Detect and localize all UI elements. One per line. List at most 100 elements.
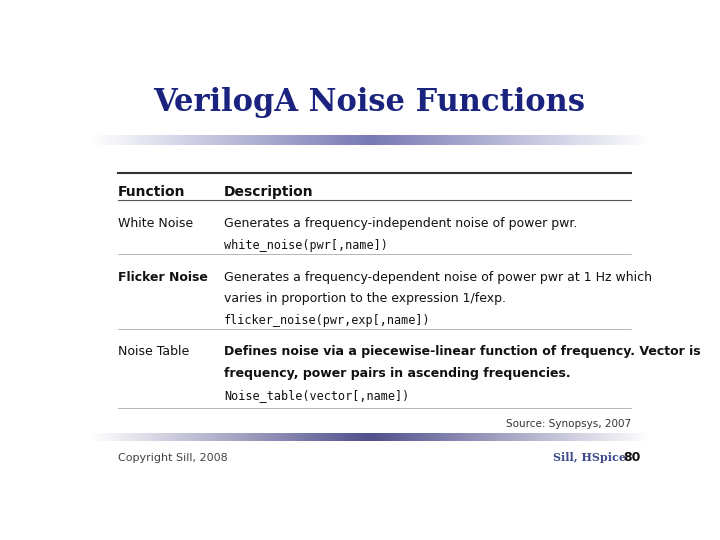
Bar: [428, 134, 431, 145]
Bar: [461, 433, 464, 441]
Bar: [330, 433, 333, 441]
Bar: [338, 433, 341, 441]
Bar: [154, 433, 157, 441]
Bar: [143, 134, 145, 145]
Bar: [249, 134, 252, 145]
Bar: [107, 134, 109, 145]
Bar: [124, 433, 126, 441]
Bar: [235, 433, 238, 441]
Bar: [374, 433, 377, 441]
Bar: [115, 433, 118, 441]
Bar: [587, 433, 590, 441]
Bar: [394, 433, 397, 441]
Bar: [207, 433, 210, 441]
Bar: [330, 134, 333, 145]
Bar: [595, 433, 598, 441]
Bar: [213, 134, 215, 145]
Bar: [344, 134, 347, 145]
Bar: [215, 433, 218, 441]
Bar: [642, 134, 645, 145]
Bar: [221, 134, 224, 145]
Bar: [252, 134, 255, 145]
Bar: [617, 433, 620, 441]
Bar: [428, 433, 431, 441]
Bar: [517, 134, 520, 145]
Bar: [243, 134, 246, 145]
Bar: [441, 433, 444, 441]
Bar: [626, 134, 629, 145]
Bar: [310, 433, 313, 441]
Bar: [352, 433, 355, 441]
Bar: [126, 134, 129, 145]
Bar: [495, 134, 498, 145]
Bar: [349, 134, 352, 145]
Bar: [598, 433, 600, 441]
Bar: [593, 433, 595, 441]
Text: varies in proportion to the expression 1/fexp.: varies in proportion to the expression 1…: [224, 292, 506, 305]
Bar: [637, 433, 639, 441]
Bar: [411, 433, 413, 441]
Bar: [578, 134, 581, 145]
Bar: [319, 134, 322, 145]
Bar: [90, 134, 93, 145]
Bar: [526, 433, 528, 441]
Bar: [508, 134, 511, 145]
Bar: [157, 134, 160, 145]
Bar: [629, 134, 631, 145]
Bar: [148, 134, 151, 145]
Bar: [475, 433, 478, 441]
Bar: [584, 134, 587, 145]
Bar: [531, 134, 534, 145]
Bar: [517, 433, 520, 441]
Bar: [347, 134, 349, 145]
Bar: [285, 433, 288, 441]
Bar: [355, 433, 358, 441]
Bar: [263, 134, 266, 145]
Bar: [623, 433, 626, 441]
Bar: [581, 433, 584, 441]
Bar: [349, 433, 352, 441]
Bar: [179, 433, 182, 441]
Bar: [402, 134, 405, 145]
Bar: [400, 433, 402, 441]
Bar: [271, 433, 274, 441]
Bar: [230, 134, 233, 145]
Bar: [486, 134, 489, 145]
Bar: [369, 134, 372, 145]
Bar: [302, 134, 305, 145]
Bar: [419, 433, 422, 441]
Bar: [347, 433, 349, 441]
Bar: [425, 134, 428, 145]
Bar: [489, 134, 492, 145]
Bar: [539, 134, 542, 145]
Bar: [386, 433, 389, 441]
Bar: [364, 433, 366, 441]
Bar: [297, 433, 300, 441]
Text: Description: Description: [224, 185, 313, 199]
Bar: [639, 433, 642, 441]
Bar: [104, 134, 107, 145]
Bar: [238, 134, 240, 145]
Bar: [132, 134, 135, 145]
Bar: [539, 433, 542, 441]
Bar: [154, 134, 157, 145]
Bar: [553, 433, 556, 441]
Bar: [584, 433, 587, 441]
Bar: [422, 433, 425, 441]
Bar: [288, 433, 291, 441]
Bar: [536, 134, 539, 145]
Bar: [163, 433, 166, 441]
Bar: [492, 433, 495, 441]
Bar: [240, 134, 243, 145]
Bar: [260, 433, 263, 441]
Bar: [609, 433, 612, 441]
Bar: [377, 134, 380, 145]
Bar: [511, 134, 514, 145]
Bar: [413, 433, 416, 441]
Bar: [336, 433, 338, 441]
Bar: [185, 433, 188, 441]
Bar: [227, 134, 230, 145]
Bar: [341, 433, 344, 441]
Bar: [444, 134, 447, 145]
Bar: [431, 433, 433, 441]
